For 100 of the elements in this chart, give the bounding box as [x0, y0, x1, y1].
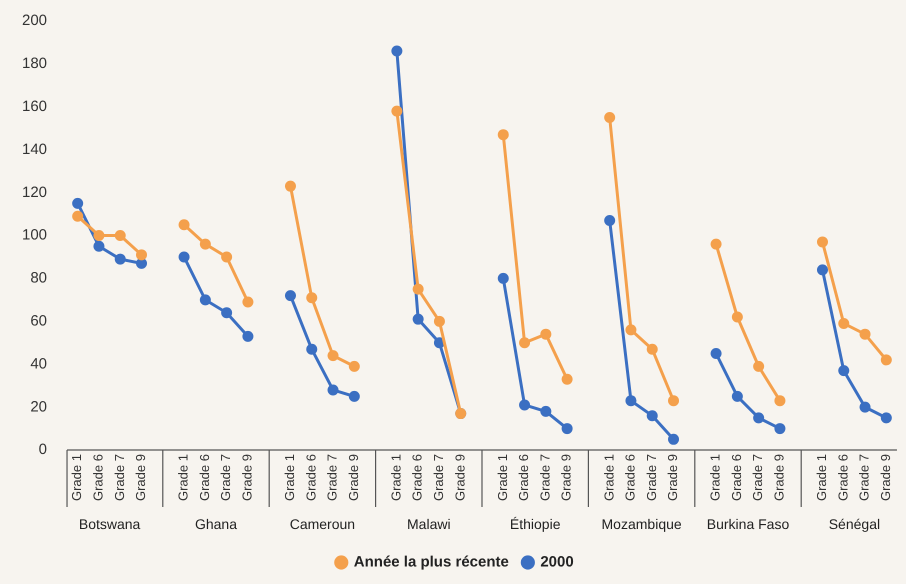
point	[306, 292, 318, 304]
x-tick-label: Grade 7	[218, 454, 234, 502]
text: Malawi	[407, 516, 451, 532]
x-tick-label: Grade 7	[537, 454, 552, 502]
point	[625, 324, 636, 336]
x-tick-label: Grade 6	[410, 454, 425, 502]
point	[774, 395, 786, 406]
y-tick-label: 0	[38, 441, 48, 458]
point	[412, 314, 424, 325]
y-tick-label: 100	[22, 226, 48, 244]
text: Sénégal	[828, 516, 880, 532]
point	[200, 238, 211, 250]
point	[646, 344, 658, 355]
point	[242, 330, 254, 342]
y-tick-label: 140	[22, 140, 48, 158]
y-tick-label: 120	[22, 184, 48, 201]
x-tick-label: Grade 1	[282, 454, 298, 502]
point	[774, 423, 786, 434]
point	[412, 284, 424, 295]
y-tick-label: 40	[30, 355, 48, 372]
x-tick-label: Grade 9	[772, 454, 786, 502]
point	[93, 230, 104, 242]
point	[328, 384, 339, 396]
x-tick-label: Grade 9	[558, 454, 574, 502]
point	[816, 236, 828, 248]
point	[625, 395, 636, 406]
point	[880, 412, 892, 424]
point	[562, 374, 573, 385]
point	[880, 354, 892, 366]
point	[221, 251, 232, 262]
point	[93, 240, 104, 252]
y-tick-label: 80	[30, 270, 48, 287]
x-tick-label: Grade 6	[196, 454, 212, 502]
x-tick-label: Grade 1	[814, 454, 830, 502]
x-tick-label: Grade 7	[750, 454, 766, 502]
x-tick-label: Grade 6	[90, 454, 106, 502]
point	[136, 249, 148, 260]
x-tick-label: Grade 9	[878, 454, 893, 502]
text: Burkina Faso	[706, 516, 790, 532]
x-tick-label: Grade 6	[835, 454, 850, 502]
point	[860, 328, 871, 340]
x-tick-label: Grade 1	[176, 454, 191, 502]
point	[519, 337, 530, 348]
x-tick-label: Grade 7	[856, 454, 872, 502]
point	[753, 360, 764, 372]
point	[753, 412, 764, 424]
point	[838, 318, 850, 329]
point	[540, 328, 552, 340]
point	[391, 46, 402, 57]
point	[710, 348, 722, 359]
point	[562, 423, 573, 434]
point	[391, 106, 402, 117]
x-tick-label: Grade 9	[239, 454, 254, 502]
text: Mozambique	[602, 516, 682, 532]
x-tick-label: Grade 1	[601, 454, 616, 502]
point	[540, 406, 552, 417]
point	[498, 272, 509, 284]
point	[519, 399, 530, 410]
x-tick-label: Grade 6	[303, 454, 318, 502]
x-tick-label: Grade 9	[133, 454, 148, 502]
x-tick-label: Grade 1	[494, 454, 510, 502]
x-tick-label: Grade 7	[324, 454, 340, 502]
point	[604, 215, 616, 226]
point	[860, 402, 871, 413]
point	[434, 316, 445, 327]
point	[604, 112, 616, 124]
point	[284, 290, 296, 302]
y-tick-label: 180	[22, 55, 48, 72]
x-tick-label: Grade 6	[728, 454, 744, 502]
point	[838, 365, 850, 376]
point	[284, 180, 296, 192]
point	[816, 264, 828, 276]
point	[732, 312, 743, 323]
y-tick-label: 160	[22, 98, 48, 115]
point	[732, 390, 743, 402]
point	[200, 294, 211, 306]
y-tick-label: 20	[30, 398, 48, 416]
point	[668, 395, 680, 406]
text: Cameroun	[290, 516, 356, 532]
x-tick-label: Grade 7	[431, 454, 446, 502]
legend-label: Année la plus récente	[354, 554, 509, 571]
point	[72, 210, 84, 222]
text: Ghana	[194, 516, 238, 532]
x-tick-label: Grade 6	[516, 454, 532, 502]
point	[328, 350, 339, 362]
point	[710, 238, 722, 250]
y-tick-label: 60	[30, 312, 48, 330]
x-tick-label: Grade 1	[388, 454, 404, 502]
x-tick-label: Grade 1	[708, 454, 723, 502]
point	[498, 129, 509, 140]
point	[646, 410, 658, 422]
legend-label: 2000	[540, 554, 574, 571]
y-tick-label: 200	[22, 12, 48, 30]
point	[348, 360, 360, 372]
text: Botswana	[78, 516, 141, 532]
x-tick-label: Grade 7	[112, 454, 127, 502]
point	[348, 390, 360, 402]
point	[178, 251, 190, 262]
point	[221, 307, 232, 318]
x-tick-label: Grade 9	[452, 454, 468, 502]
